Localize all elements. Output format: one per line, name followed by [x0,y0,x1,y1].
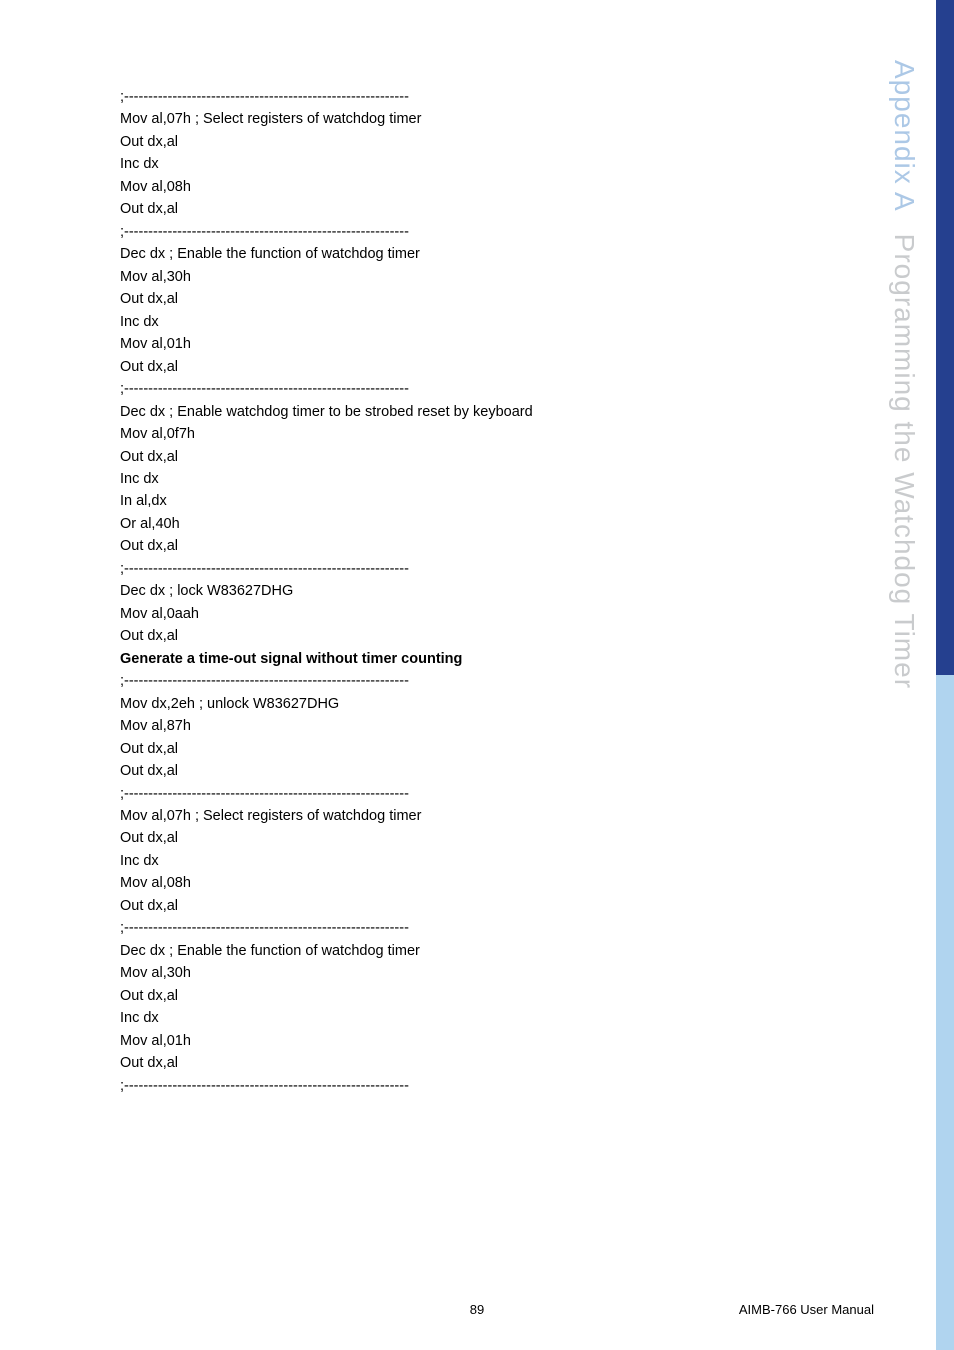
side-label-title: Programming the Watchdog Timer [889,234,920,689]
code-line: Dec dx ; lock W83627DHG [120,580,760,602]
code-line: Out dx,al [120,985,760,1007]
code-line: Dec dx ; Enable the function of watchdog… [120,243,760,265]
code-line: Out dx,al [120,356,760,378]
code-line: Mov al,07h ; Select registers of watchdo… [120,805,760,827]
code-line: Dec dx ; Enable watchdog timer to be str… [120,401,760,423]
code-line: Out dx,al [120,288,760,310]
code-line: Mov al,01h [120,333,760,355]
code-line: Out dx,al [120,198,760,220]
code-line: Out dx,al [120,535,760,557]
code-line: Mov al,07h ; Select registers of watchdo… [120,108,760,130]
code-line: ;---------------------------------------… [120,670,760,692]
code-line: Mov al,01h [120,1030,760,1052]
code-line: Mov al,0aah [120,603,760,625]
code-line: Mov dx,2eh ; unlock W83627DHG [120,693,760,715]
code-line: Out dx,al [120,131,760,153]
right-bar-dark [936,0,954,675]
code-line: ;---------------------------------------… [120,378,760,400]
code-line: Inc dx [120,468,760,490]
code-line: Inc dx [120,1007,760,1029]
code-line: Out dx,al [120,827,760,849]
code-line: ;---------------------------------------… [120,558,760,580]
code-line: Mov al,0f7h [120,423,760,445]
code-line: ;---------------------------------------… [120,86,760,108]
code-line: Or al,40h [120,513,760,535]
code-line: Out dx,al [120,625,760,647]
code-line: ;---------------------------------------… [120,783,760,805]
code-line: Out dx,al [120,446,760,468]
code-line: Mov al,87h [120,715,760,737]
code-line: Mov al,08h [120,872,760,894]
manual-title: AIMB-766 User Manual [739,1302,874,1317]
code-line: Dec dx ; Enable the function of watchdog… [120,940,760,962]
code-line: Out dx,al [120,1052,760,1074]
code-line: Out dx,al [120,895,760,917]
code-line: Mov al,30h [120,962,760,984]
code-line: Out dx,al [120,738,760,760]
page-number: 89 [470,1302,484,1317]
code-line: ;---------------------------------------… [120,221,760,243]
code-line: Inc dx [120,153,760,175]
code-line: In al,dx [120,490,760,512]
right-bar-light [936,675,954,1350]
side-label: Appendix A Programming the Watchdog Timer [888,60,920,689]
code-content: ;---------------------------------------… [120,86,760,1097]
code-line: ;---------------------------------------… [120,917,760,939]
code-line: Inc dx [120,311,760,333]
code-line: Mov al,08h [120,176,760,198]
code-line: Out dx,al [120,760,760,782]
code-line: ;---------------------------------------… [120,1075,760,1097]
section-heading: Generate a time-out signal without timer… [120,648,760,670]
side-label-appendix: Appendix A [889,60,920,212]
right-color-bar [936,0,954,1350]
code-line: Mov al,30h [120,266,760,288]
code-line: Inc dx [120,850,760,872]
